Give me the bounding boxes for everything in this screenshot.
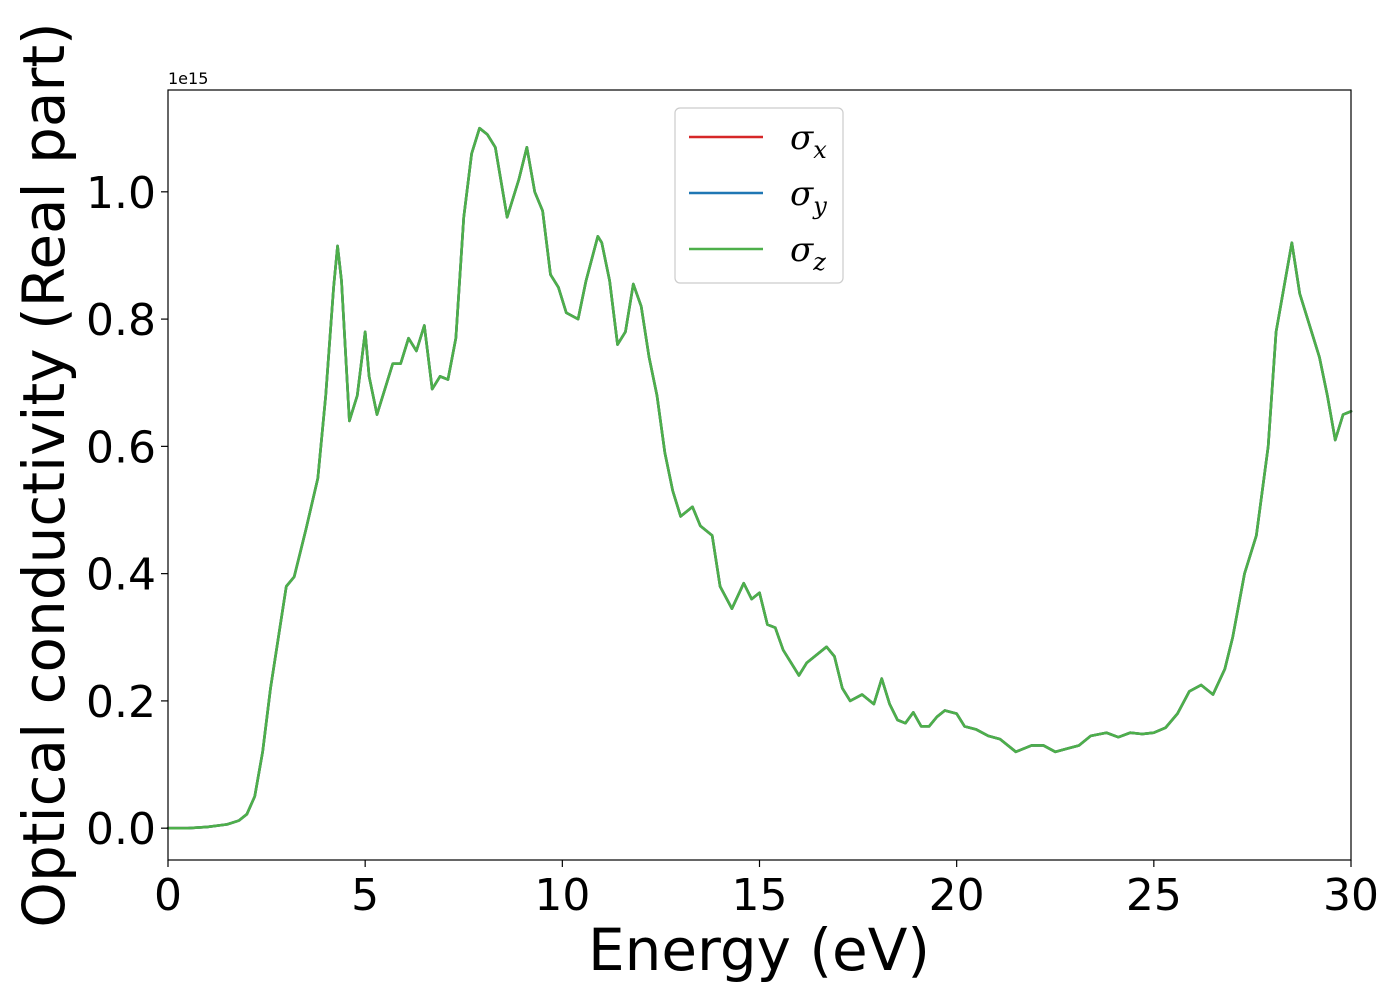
legend: σx σy σz [674,107,844,284]
legend-label-sigma-x: σx [790,118,827,164]
x-axis-ticks: 0 5 10 15 20 25 30 [154,860,1379,921]
y-tick-label: 0.2 [86,677,156,728]
y-tick-label: 0.0 [86,804,156,855]
series-line-sigma-z [166,126,1353,830]
legend-frame [674,107,844,284]
y-offset-label: 1e15 [168,69,208,88]
y-tick-label: 0.6 [86,422,156,473]
x-tick-label: 0 [154,870,182,921]
y-tick-label: 0.8 [86,295,156,346]
y-tick-label: 1.0 [86,168,156,219]
x-tick-label: 25 [1126,870,1182,921]
x-tick-label: 15 [732,870,788,921]
y-axis-title: Optical conductivity (Real part) [10,22,78,927]
y-axis-ticks: 0.0 0.2 0.4 0.6 0.8 1.0 [86,168,168,855]
x-tick-label: 5 [351,870,379,921]
legend-label-sigma-y: σy [790,174,827,220]
series-layer [166,126,1353,830]
x-tick-label: 20 [929,870,985,921]
legend-label-sigma-z: σz [790,230,826,276]
y-tick-label: 0.4 [86,550,156,601]
x-tick-label: 10 [534,870,590,921]
x-tick-label: 30 [1323,870,1379,921]
x-axis-title: Energy (eV) [588,916,930,984]
